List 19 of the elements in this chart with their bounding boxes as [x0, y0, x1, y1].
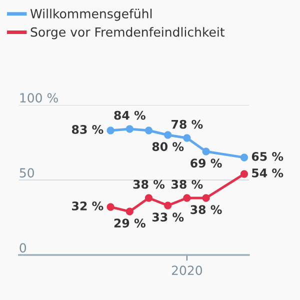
data-label: 80 %: [152, 142, 184, 152]
data-label: 38 %: [190, 205, 222, 214]
data-label: 38 %: [172, 180, 203, 189]
legend-label: Sorge vor Fremdenfeindlichkeit: [30, 27, 225, 40]
data-label: 29 %: [114, 218, 146, 228]
y-tick-label: 0: [20, 243, 26, 253]
data-label: 65 %: [252, 152, 284, 161]
y-tick-label: 50: [20, 168, 34, 178]
data-label: 54 %: [252, 168, 284, 178]
y-tick-label: 100 %: [20, 93, 58, 103]
data-label: 69 %: [190, 158, 222, 168]
data-label: 78 %: [172, 120, 203, 129]
data-label: 38 %: [133, 180, 165, 189]
data-label: 33 %: [152, 212, 184, 222]
data-label: 84 %: [114, 110, 146, 120]
data-label: 83 %: [72, 124, 104, 134]
legend-label: Willkommensgefühl: [30, 8, 152, 21]
x-tick-label: 2020: [172, 266, 202, 276]
data-label: 32 %: [72, 201, 104, 210]
